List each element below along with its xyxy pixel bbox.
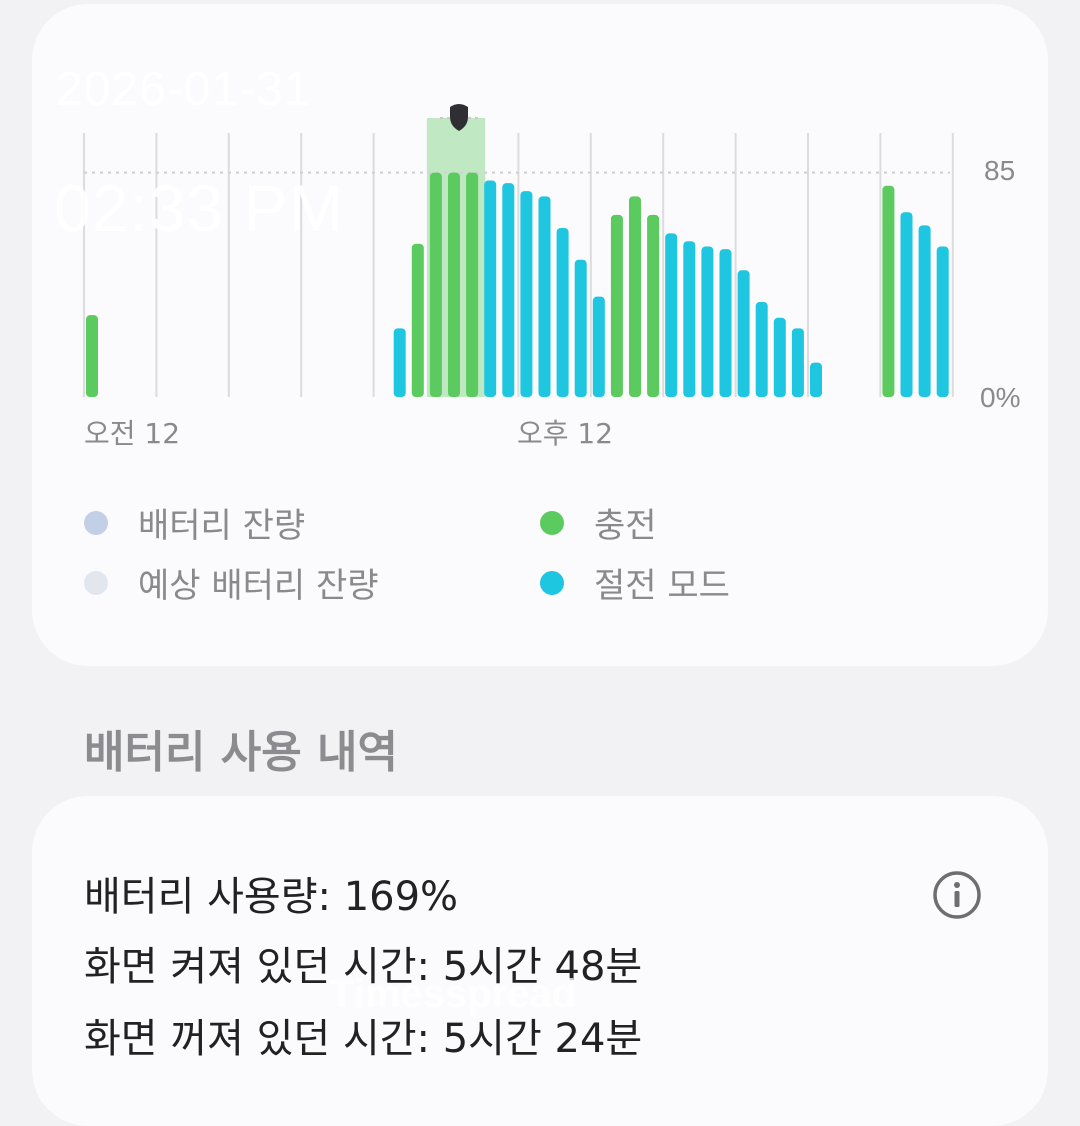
battery-usage-text: 배터리 사용량: 169%	[84, 874, 459, 920]
chart-bar-power-saving	[719, 249, 732, 397]
chart-bar-power-saving	[936, 246, 949, 397]
chart-bar-charging	[429, 172, 442, 397]
legend-item-charging: 충전	[540, 498, 657, 547]
chart-bar-power-saving	[484, 180, 497, 397]
legend-label-charging: 충전	[594, 506, 657, 546]
chart-bar-power-saving	[538, 196, 551, 397]
chart-bar-charging	[647, 214, 660, 397]
legend-item-battery-level: 배터리 잔량	[84, 498, 305, 547]
chart-bars	[86, 172, 949, 397]
chart-bar-charging	[86, 315, 98, 397]
chart-bar-power-saving	[683, 241, 696, 397]
battery-usage-card	[32, 796, 1048, 1126]
chart-bar-power-saving	[737, 270, 750, 397]
chart-bar-power-saving	[393, 328, 406, 397]
chart-bar-power-saving	[502, 183, 515, 397]
chart-bar-power-saving	[574, 259, 587, 397]
battery-level-chart[interactable]: 85 0% 오전 12 오후 12	[0, 0, 1080, 470]
legend-dot-charging	[540, 510, 564, 535]
legend-label-battery-level: 배터리 잔량	[138, 506, 306, 546]
chart-gridlines	[83, 133, 954, 397]
chart-bar-charging	[629, 196, 641, 397]
info-icon[interactable]	[932, 870, 982, 920]
x-axis-label-pm12: 오후 12	[517, 417, 613, 450]
chart-bar-power-saving	[592, 296, 605, 397]
chart-bar-power-saving	[701, 246, 714, 397]
screen-on-time-text: 화면 켜져 있던 시간: 5시간 48분	[84, 944, 643, 990]
chart-bar-power-saving	[773, 317, 786, 397]
watermark-text: Timesspread	[330, 972, 577, 1016]
y-axis-label-85: 85	[984, 155, 1015, 186]
y-axis-label-0: 0%	[980, 382, 1020, 413]
chart-bar-power-saving	[918, 225, 931, 397]
chart-bar-power-saving	[520, 191, 533, 397]
chart-bar-power-saving	[665, 233, 678, 397]
legend-label-power-saving: 절전 모드	[594, 566, 730, 606]
overlay-date: 2026-01-31	[56, 63, 312, 116]
chart-bar-power-saving	[810, 362, 822, 397]
chart-bar-power-saving	[755, 301, 768, 397]
chart-bar-charging	[411, 243, 424, 397]
chart-bar-charging	[448, 172, 460, 397]
section-title: 배터리 사용 내역	[84, 727, 398, 778]
chart-bar-power-saving	[556, 228, 569, 397]
chart-bar-charging	[610, 214, 623, 397]
shield-marker-icon	[440, 104, 480, 131]
chart-bar-charging	[882, 185, 895, 397]
chart-bar-charging	[466, 172, 479, 397]
chart-bar-power-saving	[900, 212, 913, 397]
x-axis-label-am12: 오전 12	[84, 417, 180, 450]
legend-item-estimated-battery: 예상 배터리 잔량	[84, 558, 379, 607]
legend-label-estimated-battery: 예상 배터리 잔량	[138, 566, 379, 606]
legend-dot-estimated-battery	[84, 570, 108, 595]
legend-item-power-saving: 절전 모드	[540, 558, 730, 607]
legend-dot-battery-level	[84, 510, 108, 535]
chart-bar-power-saving	[791, 328, 804, 397]
overlay-time: 02:33 PM	[54, 171, 345, 245]
legend-dot-power-saving	[540, 570, 564, 595]
screen-off-time-text: 화면 꺼져 있던 시간: 5시간 24분	[84, 1016, 643, 1062]
